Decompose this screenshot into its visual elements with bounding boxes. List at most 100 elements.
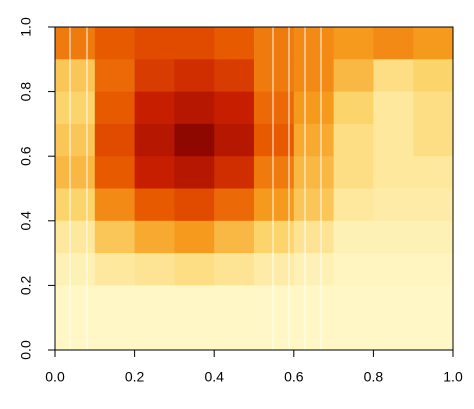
cell bbox=[55, 156, 96, 189]
cell bbox=[413, 220, 454, 254]
cell bbox=[174, 123, 215, 157]
cell bbox=[214, 285, 255, 319]
cell bbox=[174, 285, 215, 319]
cell bbox=[413, 123, 454, 157]
cell bbox=[373, 156, 414, 189]
cell bbox=[413, 188, 454, 222]
x-tick-label: 0.6 bbox=[284, 369, 304, 385]
cell bbox=[373, 188, 414, 222]
cell bbox=[254, 253, 295, 286]
cell bbox=[293, 91, 335, 125]
cell bbox=[94, 188, 136, 222]
cell bbox=[94, 27, 136, 60]
cell bbox=[254, 91, 295, 125]
cell bbox=[174, 27, 215, 60]
cell bbox=[333, 188, 374, 222]
cell bbox=[134, 220, 175, 254]
cell bbox=[254, 156, 295, 189]
cell bbox=[254, 27, 295, 60]
cell bbox=[55, 188, 96, 222]
cell bbox=[373, 27, 414, 60]
cell bbox=[134, 285, 175, 319]
y-tick-label: 0.8 bbox=[18, 82, 34, 102]
x-tick-label: 0.2 bbox=[125, 369, 145, 385]
cell bbox=[174, 317, 215, 351]
cell bbox=[254, 123, 295, 157]
cell bbox=[134, 27, 175, 60]
cell bbox=[134, 123, 175, 157]
cell bbox=[214, 91, 255, 125]
cell bbox=[134, 317, 175, 351]
cell bbox=[94, 123, 136, 157]
cell bbox=[413, 156, 454, 189]
y-tick-label: 1.0 bbox=[18, 17, 34, 37]
cell bbox=[373, 59, 414, 93]
cell bbox=[174, 253, 215, 286]
cell bbox=[254, 317, 295, 351]
cell bbox=[94, 59, 136, 93]
cell bbox=[293, 253, 335, 286]
cell bbox=[174, 188, 215, 222]
cell bbox=[214, 188, 255, 222]
cell bbox=[94, 220, 136, 254]
cell bbox=[55, 220, 96, 254]
y-tick-label: 0.6 bbox=[18, 146, 34, 166]
cell bbox=[413, 91, 454, 125]
cell bbox=[254, 59, 295, 93]
cells bbox=[55, 27, 454, 351]
cell bbox=[214, 156, 255, 189]
cell bbox=[413, 59, 454, 93]
cell bbox=[413, 317, 454, 351]
y-tick-label: 0.2 bbox=[18, 275, 34, 295]
cell bbox=[413, 27, 454, 60]
cell bbox=[333, 220, 374, 254]
cell bbox=[55, 253, 96, 286]
cell bbox=[94, 317, 136, 351]
cell bbox=[134, 59, 175, 93]
cell bbox=[55, 27, 96, 60]
cell bbox=[293, 123, 335, 157]
cell bbox=[293, 59, 335, 93]
x-tick-label: 0.8 bbox=[364, 369, 384, 385]
cell bbox=[174, 156, 215, 189]
cell bbox=[293, 156, 335, 189]
plot-frame bbox=[54, 26, 454, 351]
cell bbox=[94, 285, 136, 319]
cell bbox=[373, 123, 414, 157]
cell bbox=[214, 253, 255, 286]
x-tick-label: 0.0 bbox=[45, 369, 65, 385]
cell bbox=[134, 253, 175, 286]
cell bbox=[214, 59, 255, 93]
cell bbox=[333, 156, 374, 189]
y-tick-label: 0.4 bbox=[18, 211, 34, 231]
cell bbox=[214, 220, 255, 254]
cell bbox=[254, 285, 295, 319]
cell bbox=[134, 91, 175, 125]
cell bbox=[214, 317, 255, 351]
cell bbox=[55, 123, 96, 157]
cell bbox=[134, 188, 175, 222]
cell bbox=[293, 27, 335, 60]
cell bbox=[413, 253, 454, 286]
cell bbox=[293, 220, 335, 254]
cell bbox=[373, 317, 414, 351]
cell bbox=[55, 317, 96, 351]
cell bbox=[333, 91, 374, 125]
cell bbox=[333, 285, 374, 319]
stripes bbox=[69, 27, 322, 350]
cell bbox=[214, 123, 255, 157]
cell bbox=[373, 285, 414, 319]
cell bbox=[333, 253, 374, 286]
cell bbox=[333, 27, 374, 60]
x-tick-label: 0.4 bbox=[204, 369, 224, 385]
cell bbox=[174, 220, 215, 254]
cell bbox=[254, 220, 295, 254]
cell bbox=[293, 285, 335, 319]
cell bbox=[55, 285, 96, 319]
cell bbox=[214, 27, 255, 60]
cell bbox=[293, 317, 335, 351]
cell bbox=[373, 91, 414, 125]
cell bbox=[333, 59, 374, 93]
